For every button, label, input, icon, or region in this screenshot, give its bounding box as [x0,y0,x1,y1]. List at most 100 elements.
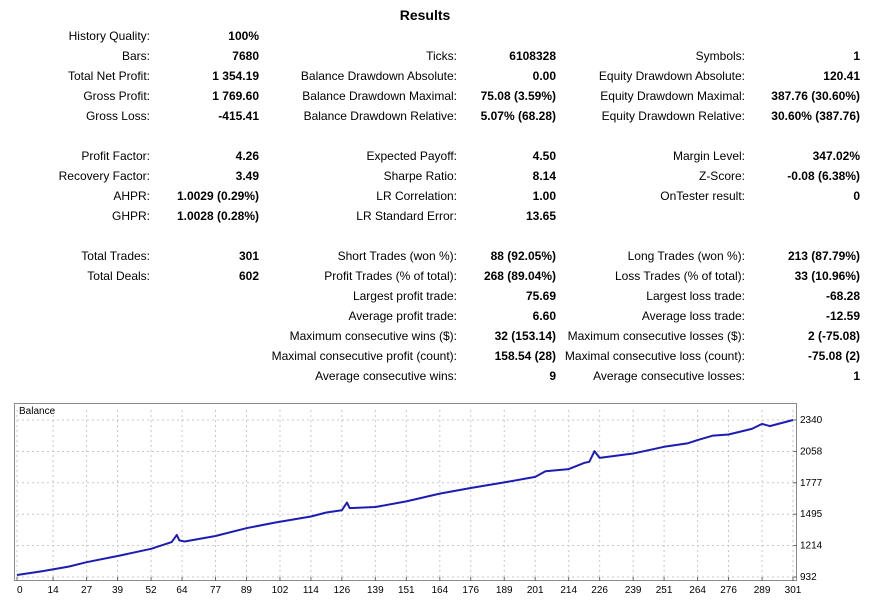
x-tick-label: 126 [333,585,350,596]
y-tick-label: 2058 [800,446,823,457]
page-title: Results [399,7,451,23]
stat-value: 1 [853,369,860,383]
stat-value: 30.60% (387.76) [771,109,860,123]
stat-value: 1.0029 (0.29%) [176,189,259,203]
stat-value: 100% [228,29,259,43]
balance-chart-frame: 2340 2058 1777 1495 1214 932 0 14 27 39 52 64 77 89 10… [14,403,823,596]
stat-value: 88 (92.05%) [490,249,556,263]
stat-value: 33 (10.96%) [794,269,860,283]
stat-label: Expected Payoff: [366,149,457,163]
stat-value: 213 (87.79%) [787,249,860,263]
stat-label: LR Correlation: [376,189,457,203]
stat-label: Equity Drawdown Absolute: [598,69,745,83]
x-tick-label: 264 [689,585,706,596]
stat-label: Loss Trades (% of total): [614,269,745,283]
stat-value: 7680 [232,49,259,63]
x-tick-label: 276 [720,585,737,596]
stat-label: Equity Drawdown Relative: [601,109,745,123]
stat-label: Gross Loss: [85,109,150,123]
x-tick-label: 39 [112,585,124,596]
x-tick-label: 239 [625,585,642,596]
stat-value: 0.00 [532,69,556,83]
stat-value: 75.08 (3.59%) [480,89,556,103]
stat-value: 4.50 [532,149,556,163]
stat-label: Symbols: [695,49,745,63]
y-tick-label: 1777 [800,478,823,489]
stat-value: -415.41 [218,109,259,123]
x-tick-label: 164 [431,585,448,596]
stat-label: Gross Profit: [83,89,150,103]
stat-value: 32 (153.14) [494,329,556,343]
stat-value: 2 (-75.08) [807,329,860,343]
x-tick-label: 214 [560,585,577,596]
x-tick-label: 151 [398,585,415,596]
balance-series-line [16,419,794,576]
x-tick-label: 114 [303,585,319,596]
stat-label: Long Trades (won %): [627,249,745,263]
stat-value: -68.28 [825,289,860,303]
stat-label: Balance Drawdown Maximal: [302,89,457,103]
stat-value: 9 [549,369,556,383]
stat-label: Profit Factor: [81,149,150,163]
stat-value: 301 [238,249,259,263]
stat-value: 158.54 (28) [494,349,556,363]
x-tick-label: 139 [367,585,384,596]
stat-label: Z-Score: [698,169,745,183]
stat-label: Total Trades: [81,249,150,263]
x-tick-label: 14 [48,585,60,596]
stat-value: 3.49 [235,169,259,183]
stat-value: 5.07% (68.28) [480,109,556,123]
stat-label: Margin Level: [672,149,745,163]
stat-label: Maximal consecutive loss (count): [564,349,745,363]
stat-value: -12.59 [825,309,860,323]
x-tick-label: 0 [17,585,23,596]
stat-label: Bars: [121,49,150,63]
stat-label: Maximum consecutive losses ($): [567,329,745,343]
x-tick-label: 201 [527,585,544,596]
stat-value: 13.65 [525,209,556,223]
x-tick-label: 102 [272,585,289,596]
stat-value: 4.26 [235,149,259,163]
stat-label: Largest loss trade: [646,289,745,303]
y-tick-label: 1495 [800,509,823,520]
stat-value: 120.41 [823,69,860,83]
x-tick-label: 301 [785,585,802,596]
stat-label: Balance Drawdown Absolute: [300,69,457,83]
stat-value: 1 769.60 [212,89,259,103]
stat-label: Average profit trade: [348,309,457,323]
stat-label: Balance Drawdown Relative: [303,109,457,123]
x-tick-label: 176 [462,585,479,596]
stat-value: 602 [238,269,259,283]
y-tick-label: 932 [800,572,817,583]
x-tick-label: 64 [176,585,188,596]
stat-value: 0 [853,189,860,203]
stat-value: 268 (89.04%) [483,269,556,283]
stat-label: Total Deals: [87,269,150,283]
stat-value: 8.14 [532,169,556,183]
stat-value: 6.60 [532,309,556,323]
stat-label: Equity Drawdown Maximal: [600,89,745,103]
stat-label: Maximal consecutive profit (count): [271,349,457,363]
stat-label: Average consecutive losses: [593,369,745,383]
stat-label: Average loss trade: [641,309,745,323]
x-tick-label: 52 [145,585,157,596]
x-tick-label: 226 [591,585,608,596]
x-tick-label: 89 [241,585,253,596]
stat-value: 1.0028 (0.28%) [176,209,259,223]
stat-value: -0.08 (6.38%) [787,169,860,183]
stat-value: 1 354.19 [212,69,259,83]
stat-label: Largest profit trade: [352,289,457,303]
stat-label: Total Net Profit: [67,69,150,83]
stat-value: 1.00 [532,189,556,203]
stat-label: Recovery Factor: [58,169,150,183]
stat-value: 1 [853,49,860,63]
stat-label: LR Standard Error: [356,209,457,223]
stat-label: Maximum consecutive wins ($): [289,329,457,343]
x-tick-label: 289 [754,585,771,596]
stat-label: Average consecutive wins: [315,369,457,383]
y-tick-label: 1214 [800,541,823,552]
stat-value: 347.02% [812,149,860,163]
stat-value: -75.08 (2) [807,349,860,363]
stat-label: Short Trades (won %): [337,249,457,263]
